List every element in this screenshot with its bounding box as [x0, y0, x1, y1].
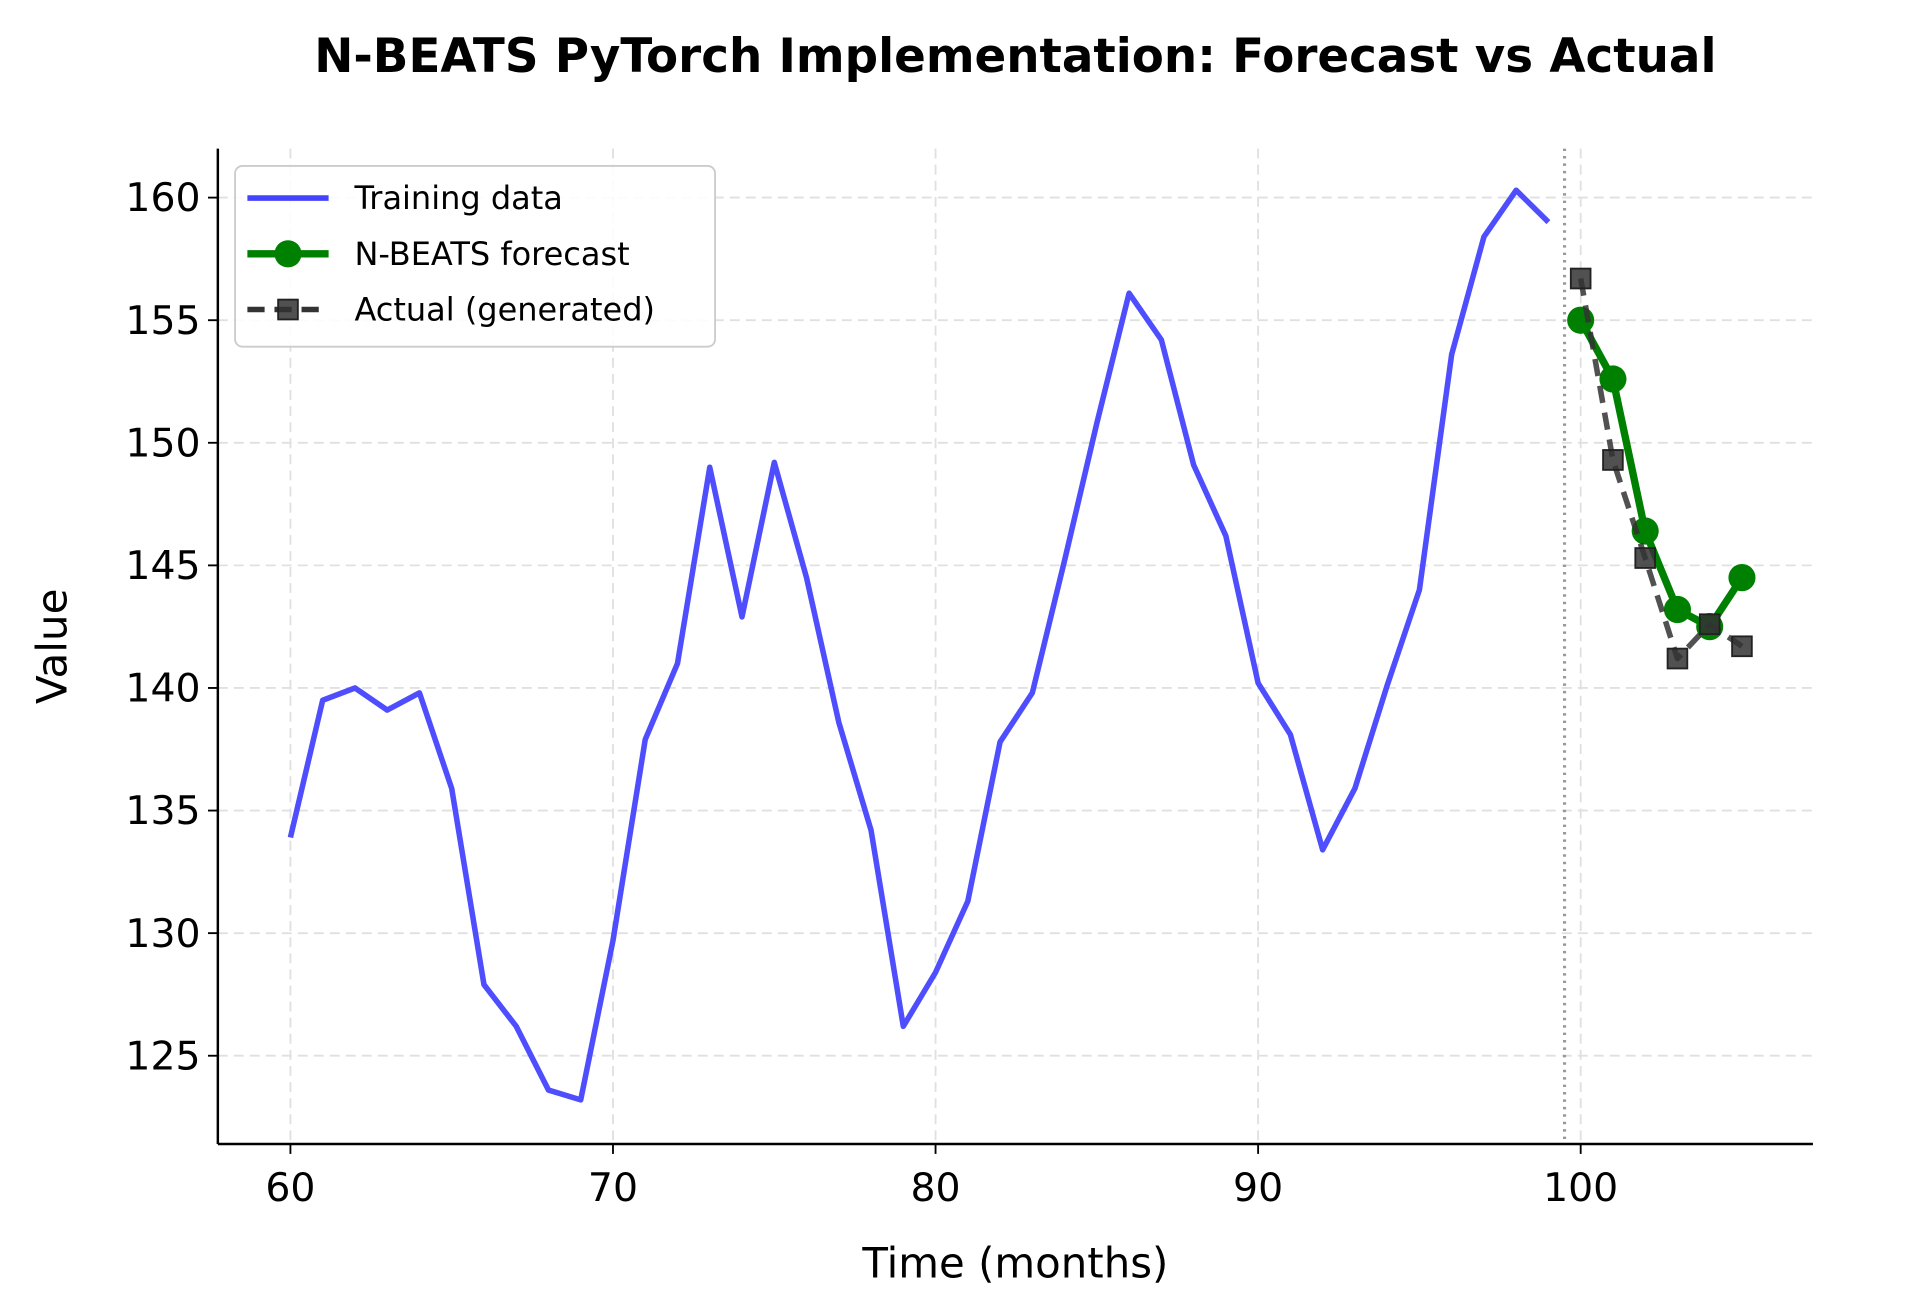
x-tick-label: 80 — [910, 1165, 960, 1211]
nbeats-forecast-series — [1567, 306, 1756, 641]
legend-actual-generated-marker — [277, 298, 299, 321]
nbeats-forecast-point — [1599, 365, 1627, 393]
legend: Training data N-BEATS forecast Actual (gen… — [234, 164, 716, 348]
actual-generated-series — [1569, 267, 1753, 670]
y-tick-label: 130 — [125, 911, 200, 957]
legend-actual-generated-label: Actual (generated) — [354, 291, 655, 329]
legend-nbeats-forecast-label: N-BEATS forecast — [354, 235, 629, 273]
actual-generated-point — [1634, 547, 1656, 569]
actual-generated-point — [1731, 635, 1753, 658]
x-tick-label: 70 — [588, 1165, 638, 1211]
legend-nbeats-forecast-marker — [274, 240, 302, 268]
nbeats-forecast-point — [1728, 564, 1756, 592]
y-tick-label: 155 — [125, 298, 200, 344]
x-tick-label: 100 — [1543, 1165, 1618, 1211]
y-tick-label: 125 — [125, 1033, 200, 1079]
nbeats-forecast-point — [1663, 595, 1691, 624]
nbeats-forecast-line — [1577, 318, 1746, 631]
y-tick-label: 150 — [125, 420, 200, 466]
chart-title: N-BEATS PyTorch Implementation: Forecast… — [314, 29, 1716, 84]
legend-training-data-label: Training data — [353, 179, 562, 217]
training-data-series — [287, 187, 1551, 1103]
y-tick-label: 160 — [125, 175, 200, 221]
plot-area — [287, 148, 1756, 1144]
y-tick-label: 135 — [125, 788, 200, 834]
actual-generated-point — [1666, 647, 1689, 670]
grid — [217, 148, 1813, 1144]
ticks: 60 70 80 90 100 125 130 135 140 145 150 155 160 — [125, 175, 1618, 1211]
actual-generated-point — [1569, 267, 1592, 290]
nbeats-forecast-point — [1631, 517, 1659, 545]
y-tick-label: 145 — [125, 543, 200, 589]
actual-generated-point — [1602, 449, 1624, 471]
x-axis-label: Time (months) — [861, 1239, 1168, 1288]
x-tick-label: 60 — [265, 1165, 315, 1211]
training-data-line — [287, 187, 1551, 1103]
y-axis-label: Value — [28, 588, 77, 704]
y-tick-label: 140 — [125, 665, 200, 711]
x-tick-label: 90 — [1233, 1165, 1283, 1211]
actual-generated-point — [1698, 613, 1721, 636]
